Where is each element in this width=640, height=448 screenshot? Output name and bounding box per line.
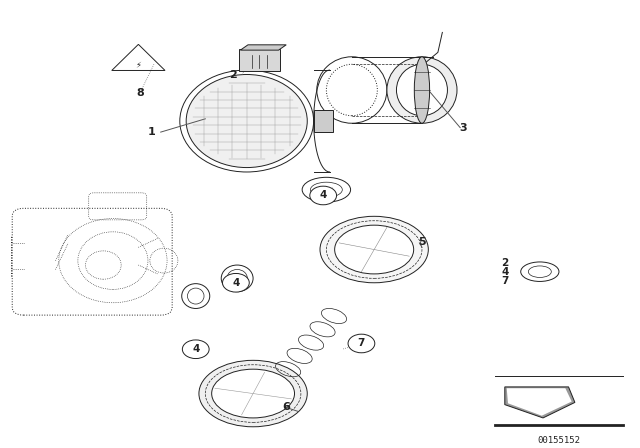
Ellipse shape (396, 65, 447, 116)
Ellipse shape (335, 225, 413, 274)
Ellipse shape (186, 74, 307, 168)
Circle shape (310, 186, 337, 205)
Polygon shape (314, 110, 333, 132)
Polygon shape (507, 388, 572, 416)
Circle shape (223, 273, 249, 292)
Text: 00155152: 00155152 (538, 435, 580, 445)
Ellipse shape (414, 57, 429, 123)
Text: ⚡: ⚡ (136, 60, 141, 69)
Circle shape (182, 340, 209, 358)
Ellipse shape (387, 57, 457, 123)
Text: 7: 7 (358, 339, 365, 349)
Circle shape (348, 334, 375, 353)
Polygon shape (241, 45, 286, 50)
Ellipse shape (320, 216, 428, 283)
Text: 4: 4 (192, 344, 200, 354)
Text: 3: 3 (460, 123, 467, 133)
Polygon shape (505, 387, 575, 418)
Text: 7: 7 (501, 276, 509, 285)
Text: 8: 8 (136, 88, 144, 98)
Text: 2: 2 (501, 258, 508, 268)
Text: 5: 5 (418, 237, 426, 246)
Text: 1: 1 (147, 127, 155, 137)
FancyBboxPatch shape (239, 49, 280, 71)
Text: 4: 4 (501, 267, 509, 277)
Text: 6: 6 (282, 402, 290, 412)
Text: 2: 2 (229, 69, 237, 79)
Text: 4: 4 (319, 190, 327, 200)
Ellipse shape (212, 369, 294, 418)
Ellipse shape (199, 360, 307, 427)
Text: 4: 4 (232, 278, 239, 288)
